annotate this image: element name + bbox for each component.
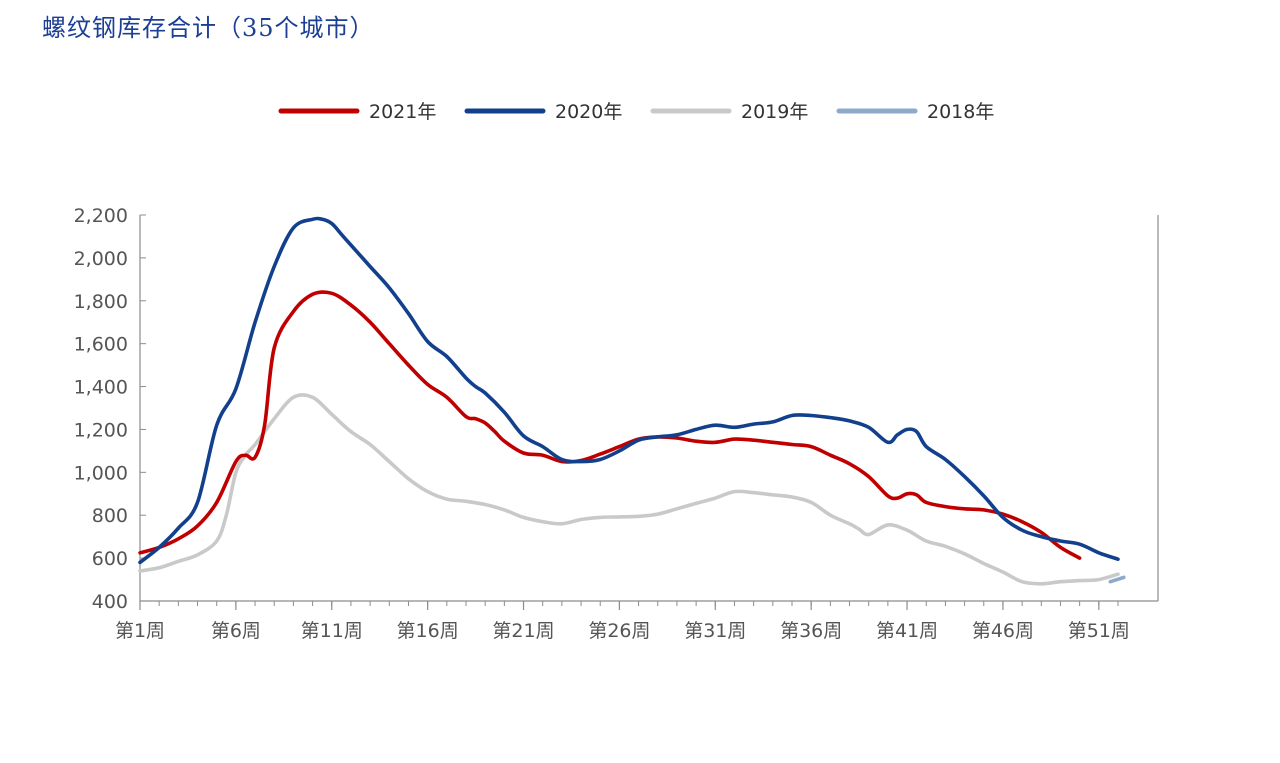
y-tick-label: 1,400 <box>74 377 128 399</box>
x-tick-label: 第36周 <box>780 620 842 642</box>
y-tick-label: 600 <box>92 548 128 570</box>
series-line-2018 <box>1108 575 1126 584</box>
y-tick-label: 1,600 <box>74 334 128 356</box>
x-tick-label: 第31周 <box>684 620 746 642</box>
y-tick-label: 400 <box>92 591 128 613</box>
x-tick-label: 第1周 <box>115 620 165 642</box>
series-line-2020 <box>138 216 1120 565</box>
x-tick-label: 第46周 <box>972 620 1034 642</box>
axes: 400 600 800 1,000 1,200 1,400 1,600 1,800 2,000 2… <box>74 205 1159 642</box>
x-tick-label: 第6周 <box>211 620 261 642</box>
legend: 2021年 2020年 2019年 2018年 <box>278 101 994 123</box>
x-tick-label: 第11周 <box>301 620 363 642</box>
y-tick-label: 1,800 <box>74 291 128 313</box>
legend-label: 2019年 <box>741 101 808 123</box>
y-tick-label: 1,200 <box>74 419 128 441</box>
y-tick-label: 2,000 <box>74 248 128 270</box>
legend-label: 2021年 <box>369 101 436 123</box>
x-tick-label: 第16周 <box>397 620 459 642</box>
y-tick-label: 2,200 <box>74 205 128 227</box>
x-tick-label: 第21周 <box>492 620 554 642</box>
x-tick-label: 第51周 <box>1068 620 1130 642</box>
series-line-2021 <box>138 290 1082 560</box>
y-tick-label: 800 <box>92 505 128 527</box>
legend-label: 2020年 <box>555 101 622 123</box>
series-lines <box>138 216 1126 586</box>
legend-label: 2018年 <box>927 101 994 123</box>
y-tick-label: 1,000 <box>74 462 128 484</box>
x-tick-label: 第41周 <box>876 620 938 642</box>
x-tick-label: 第26周 <box>588 620 650 642</box>
series-line-2019 <box>138 393 1120 586</box>
chart-title: 螺纹钢库存合计（35个城市） <box>42 14 375 42</box>
